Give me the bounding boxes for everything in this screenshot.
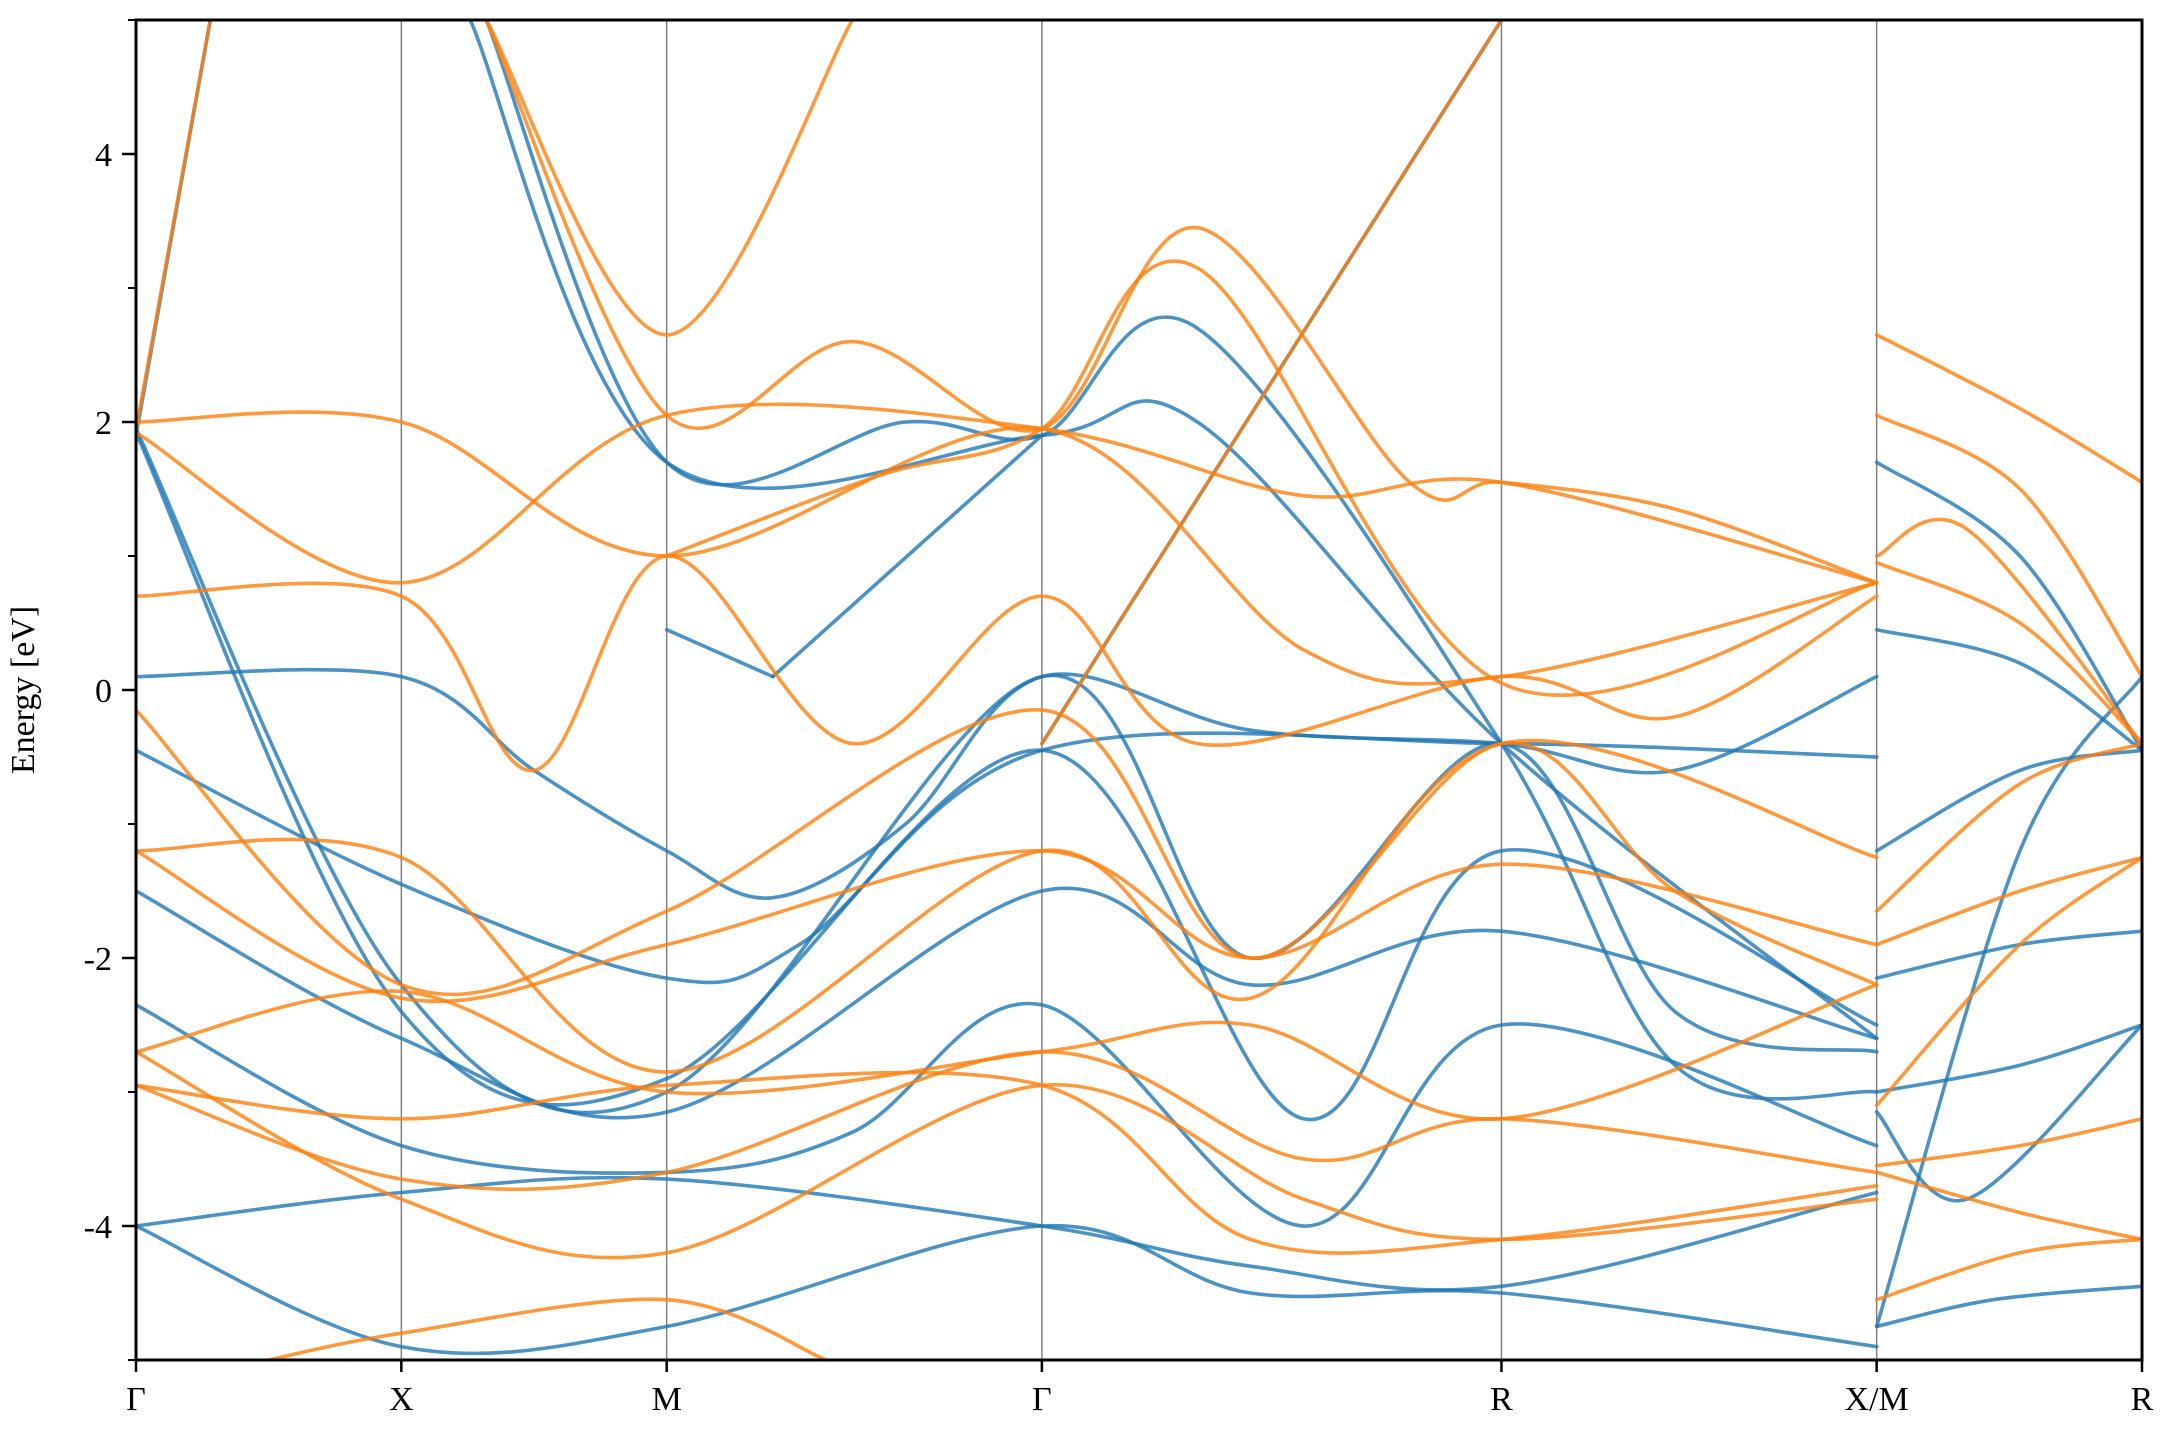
band-line <box>1874 560 2142 746</box>
band-line <box>484 20 1879 585</box>
band-line <box>136 738 1879 1074</box>
band-series-1 <box>136 20 2142 1356</box>
x-tick-label: Γ <box>1032 1381 1052 1418</box>
band-line <box>136 1050 1879 1260</box>
band-line <box>1874 517 2142 746</box>
y-axis: -4 -2 0 2 4 <box>84 19 136 1361</box>
x-tick-label: R <box>2131 1381 2154 1418</box>
band-line <box>664 627 775 679</box>
band-line <box>1874 627 2142 753</box>
band-line <box>136 20 213 432</box>
band-line <box>1874 674 2142 1329</box>
band-line <box>1874 741 2142 913</box>
band-line <box>136 410 1879 686</box>
band-line <box>664 259 1879 697</box>
band-line <box>136 848 1879 1004</box>
band-line <box>136 554 1879 773</box>
y-tick-label: -4 <box>84 1209 112 1246</box>
plot-area <box>136 20 2142 1360</box>
x-tick-label: X/M <box>1845 1381 1909 1418</box>
band-line <box>136 1175 1879 1292</box>
band-series-2 <box>136 20 2142 1360</box>
x-tick-label: M <box>652 1381 682 1418</box>
band-line <box>136 886 1879 1120</box>
y-tick-label: 4 <box>95 137 112 174</box>
y-tick-label: 0 <box>95 673 112 710</box>
band-line <box>136 1049 1879 1192</box>
y-axis-label: Energy [eV] <box>5 606 42 774</box>
band-line <box>1874 1023 2142 1203</box>
x-axis: Γ X M Γ R X/M R <box>126 1360 2154 1418</box>
band-line <box>136 430 1879 1122</box>
band-line <box>136 402 1879 585</box>
band-line <box>1874 333 2142 485</box>
band-line <box>1874 1237 2142 1302</box>
band-line <box>136 1001 1879 1228</box>
band-line <box>484 20 855 337</box>
band-line <box>468 20 1879 1041</box>
band-line <box>1874 1284 2142 1329</box>
y-tick-label: -2 <box>84 941 112 978</box>
band-line <box>1874 1117 2142 1168</box>
band-line <box>266 1297 828 1360</box>
band-line <box>136 1223 1879 1356</box>
band-line <box>1874 855 2142 1108</box>
x-tick-label: R <box>1490 1381 1513 1418</box>
band-line <box>1874 1170 2142 1242</box>
band-line <box>1874 413 2142 679</box>
band-line <box>136 667 1879 900</box>
band-line <box>1874 748 2142 853</box>
y-tick-label: 2 <box>95 405 112 442</box>
band-line <box>1040 20 1504 746</box>
band-line <box>136 1070 1879 1255</box>
x-tick-label: X <box>389 1381 414 1418</box>
x-tick-label: Γ <box>126 1381 146 1418</box>
band-line <box>1874 1023 2142 1094</box>
high-symmetry-divider-lines <box>400 20 1878 1360</box>
band-line <box>771 433 1044 679</box>
band-line <box>136 708 1879 997</box>
band-line <box>1874 855 2142 947</box>
